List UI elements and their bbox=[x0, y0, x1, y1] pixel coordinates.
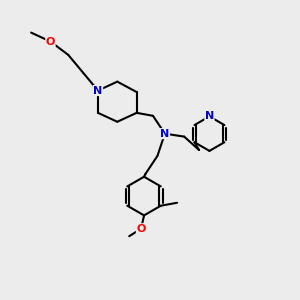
Text: O: O bbox=[46, 37, 55, 46]
Text: N: N bbox=[93, 85, 103, 96]
Text: N: N bbox=[205, 111, 214, 122]
Text: O: O bbox=[136, 224, 146, 234]
Text: N: N bbox=[160, 129, 170, 139]
